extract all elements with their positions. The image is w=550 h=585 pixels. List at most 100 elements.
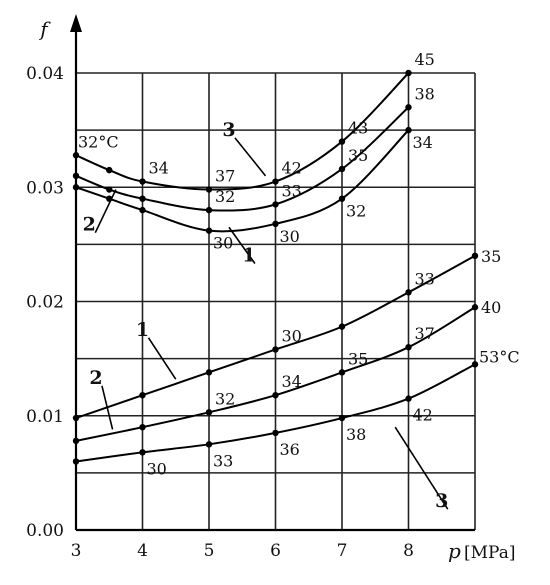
x-tick-label: 3 <box>71 541 82 561</box>
point-lower-1 <box>139 391 146 399</box>
point-label-upper-1: 30 <box>280 227 300 246</box>
x-axis-label-unit: [MPa] <box>464 543 515 563</box>
curve-number-leader <box>147 337 177 380</box>
point-label-lower-3: 30 <box>147 459 167 478</box>
point-label-upper-3: 37 <box>215 167 235 186</box>
x-tick-label: 4 <box>137 541 148 561</box>
point-upper-2 <box>338 165 346 173</box>
point-markers <box>72 69 479 465</box>
point-upper-2 <box>272 201 279 208</box>
point-upper-1 <box>139 206 146 214</box>
y-tick-label: 0.02 <box>26 293 64 313</box>
point-label-lower-3: 36 <box>280 440 300 459</box>
curve-number-leader <box>94 189 117 234</box>
curve-number-leader <box>101 385 114 430</box>
point-lower-1 <box>338 323 346 330</box>
y-axis-arrow <box>70 14 82 32</box>
tick-labels: 3 4 5 6 7 80.000.010.020.030.04 <box>26 64 414 561</box>
point-upper-2 <box>405 104 412 111</box>
curve-number-label: 3 <box>435 490 448 512</box>
point-upper-2 <box>139 195 146 202</box>
point-label-upper-3: 42 <box>282 159 302 178</box>
point-upper-2 <box>205 206 213 214</box>
y-tick-label: 0.03 <box>26 178 64 198</box>
point-lower-1 <box>205 369 213 376</box>
point-label-upper-3: 45 <box>415 50 435 69</box>
y-tick-label: 0.04 <box>26 64 64 84</box>
point-label-upper-3: 32°C <box>78 132 119 151</box>
point-upper-3 <box>405 69 412 77</box>
point-upper-1 <box>272 220 279 228</box>
point-label-lower-2: 37 <box>415 324 435 343</box>
point-upper-1 <box>72 184 80 191</box>
point-lower-1 <box>72 414 80 422</box>
point-upper-1 <box>405 126 412 134</box>
point-upper-3 <box>106 166 113 174</box>
point-label-upper-2: 32 <box>215 187 235 206</box>
point-upper-3 <box>205 186 213 193</box>
point-label-upper-1: 30 <box>213 234 233 253</box>
y-tick-label: 0.01 <box>26 407 64 427</box>
point-lower-3 <box>272 429 279 437</box>
point-upper-1 <box>338 195 346 202</box>
point-label-lower-3: 38 <box>346 425 366 444</box>
point-label-upper-1: 34 <box>413 133 433 152</box>
point-label-upper-2: 38 <box>415 84 435 103</box>
curve-number-label: 2 <box>89 367 102 389</box>
x-tick-label: 7 <box>337 541 348 561</box>
curve-number-leader <box>228 226 256 264</box>
point-label-upper-3: 34 <box>149 159 169 178</box>
point-lower-2 <box>72 437 80 445</box>
y-axis-label: f <box>38 17 51 41</box>
point-label-upper-2: 35 <box>348 146 368 165</box>
x-tick-label: 8 <box>403 541 414 561</box>
point-lower-2 <box>139 423 146 431</box>
point-label-lower-3: 42 <box>413 406 433 425</box>
point-label-lower-3: 53°C <box>479 347 520 366</box>
point-upper-2 <box>72 172 80 180</box>
point-upper-1 <box>205 227 213 234</box>
point-label-lower-2: 35 <box>348 349 368 368</box>
point-lower-2 <box>471 304 479 311</box>
point-lower-1 <box>471 252 479 259</box>
curve-number-label: 2 <box>83 214 96 236</box>
point-label-upper-1: 32 <box>346 202 366 221</box>
point-label-lower-3: 33 <box>213 451 233 470</box>
x-tick-label: 6 <box>270 541 281 561</box>
point-lower-2 <box>205 409 213 416</box>
point-lower-3 <box>471 361 479 368</box>
point-lower-3 <box>338 414 346 422</box>
point-lower-3 <box>72 458 80 465</box>
point-label-lower-2: 40 <box>481 298 501 317</box>
point-upper-3 <box>272 178 279 185</box>
point-lower-2 <box>405 344 412 351</box>
point-lower-1 <box>405 289 412 296</box>
point-label-lower-1: 30 <box>282 326 302 345</box>
point-lower-3 <box>205 441 213 448</box>
point-lower-3 <box>405 395 412 402</box>
y-tick-label: 0.00 <box>26 521 64 541</box>
point-lower-2 <box>338 369 346 376</box>
x-axis-label-symbol: p <box>448 539 461 563</box>
point-upper-3 <box>72 152 80 159</box>
x-tick-label: 5 <box>204 541 215 561</box>
axes <box>70 14 475 532</box>
point-label-upper-2: 33 <box>282 181 302 200</box>
point-label-lower-2: 34 <box>282 372 302 391</box>
point-lower-1 <box>272 346 279 353</box>
point-upper-3 <box>338 138 346 145</box>
point-label-lower-1: 33 <box>415 269 435 288</box>
point-lower-2 <box>272 391 279 399</box>
point-upper-3 <box>139 178 146 185</box>
curve-number-label: 1 <box>136 319 149 341</box>
point-lower-3 <box>139 449 146 456</box>
curve-number-label: 3 <box>222 119 235 141</box>
curve-number-leader <box>234 137 267 177</box>
curve-number-leader <box>394 426 449 510</box>
point-label-lower-1: 35 <box>481 247 501 266</box>
curve-number-label: 1 <box>242 245 255 267</box>
point-label-upper-3: 43 <box>348 119 368 138</box>
